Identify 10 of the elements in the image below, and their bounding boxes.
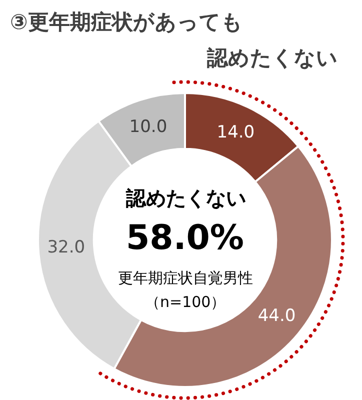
data-label: 10.0 [129,116,168,137]
data-label: 32.0 [47,237,86,258]
text: 更年期症状自覚男性 [118,269,253,287]
text: （n=100） [145,293,226,311]
chart-subtitle: 認めたくない [206,46,338,70]
chart-title: ③更年期症状があっても [10,10,243,34]
text: 認めたくない [125,186,246,210]
data-label: 44.0 [258,306,296,326]
text: 58.0% [126,218,244,258]
data-label: 14.0 [216,122,255,142]
